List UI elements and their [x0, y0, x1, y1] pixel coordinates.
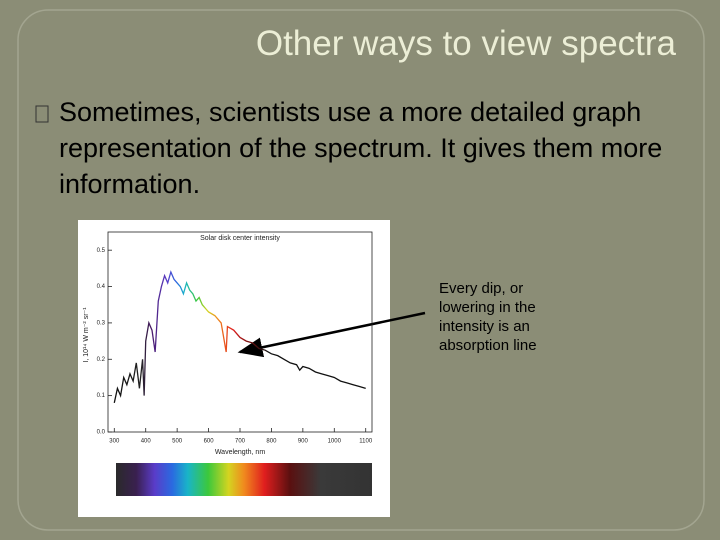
x-tick-label: 700	[235, 439, 246, 445]
y-tick-label: 0.2	[97, 357, 106, 363]
y-tick-label: 0.5	[97, 248, 106, 254]
y-axis-label: I, 10¹⁴ W m⁻² sr⁻¹	[83, 307, 90, 363]
slide-title: Other ways to view spectra	[255, 24, 676, 63]
x-tick-label: 1100	[359, 439, 373, 445]
x-tick-label: 300	[109, 439, 120, 445]
y-tick-label: 0.3	[97, 320, 106, 326]
bullet-text: Sometimes, scientists use a more detaile…	[59, 97, 663, 199]
x-tick-label: 500	[172, 439, 183, 445]
x-tick-label: 1000	[328, 439, 342, 445]
bullet-glyph	[35, 105, 49, 123]
slide-frame	[17, 9, 705, 531]
y-tick-label: 0.4	[97, 284, 106, 290]
chart-title: Solar disk center intensity	[200, 235, 280, 242]
annotation: Every dip, or lowering in the intensity …	[439, 280, 537, 354]
annotation-arrow	[237, 311, 426, 358]
x-tick-label: 400	[141, 439, 152, 445]
spectrum-line	[113, 270, 366, 404]
y-tick-label: 0.0	[97, 430, 106, 436]
x-tick-label: 900	[298, 439, 309, 445]
x-axis-label: Wavelength, nm	[215, 449, 265, 456]
x-tick-label: 600	[204, 439, 215, 445]
y-tick-label: 0.1	[97, 393, 106, 399]
x-tick-label: 800	[266, 439, 277, 445]
spectrum-strip	[116, 463, 372, 496]
